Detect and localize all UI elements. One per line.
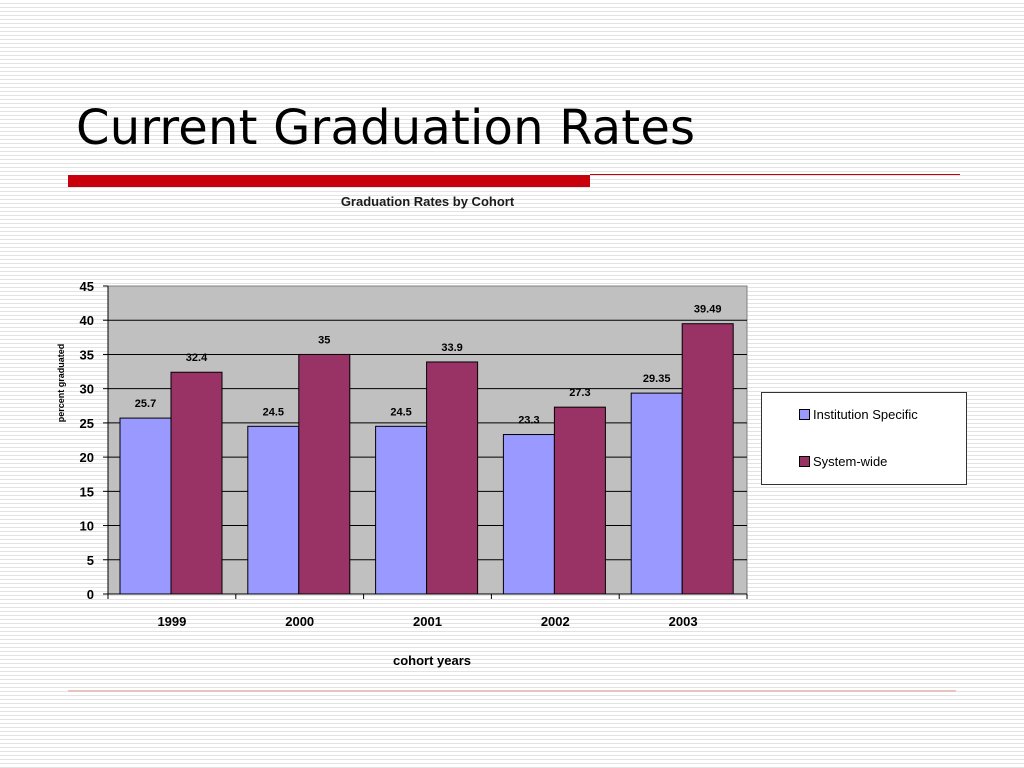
data-label-institution-specific-2001: 24.5 bbox=[390, 406, 411, 418]
bar-institution-specific-2001 bbox=[375, 425, 428, 595]
x-tick-label-2000: 2000 bbox=[285, 614, 314, 629]
y-tick-label-0: 0 bbox=[87, 587, 94, 602]
chart-title: Graduation Rates by Cohort bbox=[341, 194, 515, 209]
slide-title: Current Graduation Rates bbox=[76, 100, 696, 156]
bar-system-wide-2003 bbox=[681, 323, 734, 595]
y-tick-label-45: 45 bbox=[80, 279, 94, 294]
legend-item-institution-specific: Institution Specific bbox=[799, 407, 918, 422]
data-label-system-wide-1999: 32.4 bbox=[186, 352, 208, 364]
x-axis-title: cohort years bbox=[393, 653, 471, 668]
title-underline-line bbox=[590, 174, 960, 175]
data-label-institution-specific-2003: 29.35 bbox=[643, 373, 671, 385]
title-underline-bar bbox=[68, 175, 590, 187]
data-label-system-wide-2000: 35 bbox=[318, 334, 330, 346]
data-label-institution-specific-1999: 25.7 bbox=[135, 398, 156, 410]
bar-institution-specific-2000 bbox=[247, 425, 300, 595]
data-label-institution-specific-2002: 23.3 bbox=[518, 415, 539, 427]
data-label-institution-specific-2000: 24.5 bbox=[263, 406, 284, 418]
legend-label-system-wide: System-wide bbox=[813, 454, 888, 469]
bar-system-wide-1999 bbox=[170, 371, 223, 595]
bar-system-wide-2000 bbox=[298, 353, 351, 595]
footer-divider bbox=[68, 690, 956, 692]
legend-swatch-institution-specific bbox=[799, 409, 810, 420]
data-label-system-wide-2001: 33.9 bbox=[441, 342, 462, 354]
bar-institution-specific-1999 bbox=[119, 417, 172, 595]
bar-institution-specific-2003 bbox=[630, 392, 683, 595]
y-tick-label-5: 5 bbox=[87, 553, 94, 568]
data-label-system-wide-2003: 39.49 bbox=[694, 304, 722, 316]
y-tick-label-30: 30 bbox=[80, 382, 94, 397]
legend-item-system-wide: System-wide bbox=[799, 454, 887, 469]
x-tick-label-2001: 2001 bbox=[413, 614, 442, 629]
y-tick-label-35: 35 bbox=[80, 347, 94, 362]
chart-legend: Institution Specific System-wide bbox=[761, 392, 967, 485]
x-tick-label-2003: 2003 bbox=[669, 614, 698, 629]
x-tick-label-2002: 2002 bbox=[541, 614, 570, 629]
y-axis-title: percent graduated bbox=[56, 344, 66, 423]
bar-institution-specific-2002 bbox=[502, 434, 555, 595]
bar-system-wide-2002 bbox=[553, 406, 606, 595]
y-tick-label-10: 10 bbox=[80, 519, 94, 534]
legend-label-institution-specific: Institution Specific bbox=[813, 407, 918, 422]
y-tick-label-15: 15 bbox=[80, 484, 94, 499]
y-tick-label-40: 40 bbox=[80, 313, 94, 328]
legend-swatch-system-wide bbox=[799, 456, 810, 467]
data-label-system-wide-2002: 27.3 bbox=[569, 387, 590, 399]
x-tick-label-1999: 1999 bbox=[157, 614, 186, 629]
y-tick-label-20: 20 bbox=[80, 450, 94, 465]
bar-chart: 0 5 10 15 20 25 30 35 40 45 25.7 32.4 1999 24.5 35 2000… bbox=[56, 194, 748, 668]
bar-system-wide-2001 bbox=[426, 361, 479, 595]
y-tick-label-25: 25 bbox=[80, 416, 94, 431]
